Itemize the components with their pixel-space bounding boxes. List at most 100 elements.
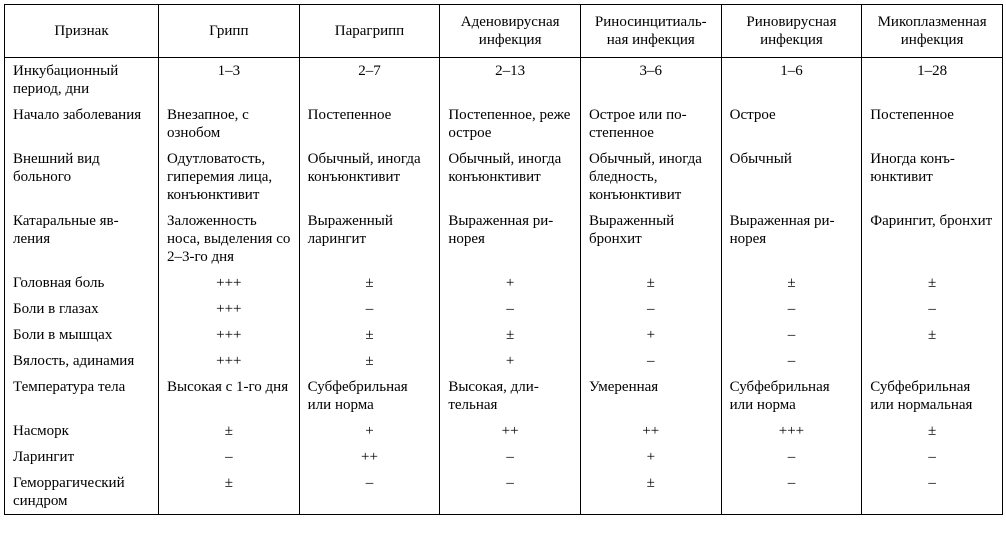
cell: 1–28 bbox=[862, 58, 1003, 103]
col-header: Микоплазменная инфекция bbox=[862, 5, 1003, 58]
cell: – bbox=[721, 444, 862, 470]
col-header: Риновирусная инфекция bbox=[721, 5, 862, 58]
cell: ± bbox=[299, 348, 440, 374]
cell: Постепенное, реже острое bbox=[440, 102, 581, 146]
cell: – bbox=[862, 296, 1003, 322]
cell: Обычный, ино­гда бледность, конъюнктивит bbox=[580, 146, 721, 208]
cell: – bbox=[299, 296, 440, 322]
cell: + bbox=[440, 270, 581, 296]
cell: – bbox=[440, 444, 581, 470]
col-header: Парагрипп bbox=[299, 5, 440, 58]
cell: 3–6 bbox=[580, 58, 721, 103]
cell: +++ bbox=[159, 270, 300, 296]
cell: – bbox=[721, 322, 862, 348]
cell: Одутловатость, гиперемия лица, конъюнкти… bbox=[159, 146, 300, 208]
cell: Постепенное bbox=[862, 102, 1003, 146]
col-header: Аденовирусная инфекция bbox=[440, 5, 581, 58]
row-label: Температура тела bbox=[5, 374, 159, 418]
table-row: Насморк±++++++++± bbox=[5, 418, 1003, 444]
cell: ± bbox=[862, 270, 1003, 296]
cell: Обычный bbox=[721, 146, 862, 208]
cell: Выраженный ларингит bbox=[299, 208, 440, 270]
cell: Обычный, ино­гда конъюнкти­вит bbox=[299, 146, 440, 208]
row-label: Начало заболе­вания bbox=[5, 102, 159, 146]
cell bbox=[862, 348, 1003, 374]
cell: – bbox=[721, 296, 862, 322]
cell: ± bbox=[299, 270, 440, 296]
row-label: Геморрагический синдром bbox=[5, 470, 159, 515]
cell: – bbox=[721, 348, 862, 374]
cell: 2–13 bbox=[440, 58, 581, 103]
row-label: Вялость, адина­мия bbox=[5, 348, 159, 374]
cell: Субфебрильная или норма bbox=[721, 374, 862, 418]
cell: ++ bbox=[299, 444, 440, 470]
cell: – bbox=[862, 444, 1003, 470]
col-header: Признак bbox=[5, 5, 159, 58]
cell: – bbox=[159, 444, 300, 470]
col-header: Риносинцитиаль­ная инфекция bbox=[580, 5, 721, 58]
cell: Высокая с 1-го дня bbox=[159, 374, 300, 418]
cell: Высокая, дли­тельная bbox=[440, 374, 581, 418]
cell: Субфебрильная или норма bbox=[299, 374, 440, 418]
cell: Заложенность носа, выделения со 2–3-го д… bbox=[159, 208, 300, 270]
cell: – bbox=[580, 296, 721, 322]
cell: Иногда конъ­юнктивит bbox=[862, 146, 1003, 208]
table-row: Температура телаВысокая с 1-го дняСубфеб… bbox=[5, 374, 1003, 418]
cell: ± bbox=[721, 270, 862, 296]
table-row: Внешний вид больногоОдутловатость, гипер… bbox=[5, 146, 1003, 208]
cell: Выраженная ри­норея bbox=[440, 208, 581, 270]
cell: ± bbox=[159, 470, 300, 515]
table-row: Боли в глазах+++––––– bbox=[5, 296, 1003, 322]
table-row: Ларингит–++–+–– bbox=[5, 444, 1003, 470]
row-label: Боли в мышцах bbox=[5, 322, 159, 348]
cell: 1–3 bbox=[159, 58, 300, 103]
table-header-row: Признак Грипп Парагрипп Аденовирусная ин… bbox=[5, 5, 1003, 58]
row-label: Внешний вид больного bbox=[5, 146, 159, 208]
table-row: Инкубационный период, дни1–32–72–133–61–… bbox=[5, 58, 1003, 103]
cell: ± bbox=[440, 322, 581, 348]
cell: ± bbox=[299, 322, 440, 348]
cell: ++ bbox=[580, 418, 721, 444]
cell: + bbox=[299, 418, 440, 444]
cell: ++ bbox=[440, 418, 581, 444]
table-row: Боли в мышцах+++±±+–± bbox=[5, 322, 1003, 348]
cell: ± bbox=[580, 270, 721, 296]
table-row: Вялость, адина­мия+++±+–– bbox=[5, 348, 1003, 374]
cell: Выраженная ри­норея bbox=[721, 208, 862, 270]
row-label: Головная боль bbox=[5, 270, 159, 296]
row-label: Ларингит bbox=[5, 444, 159, 470]
comparison-table: Признак Грипп Парагрипп Аденовирусная ин… bbox=[4, 4, 1003, 515]
cell: Выраженный бронхит bbox=[580, 208, 721, 270]
cell: Внезапное, с ознобом bbox=[159, 102, 300, 146]
cell: +++ bbox=[159, 348, 300, 374]
cell: – bbox=[862, 470, 1003, 515]
cell: + bbox=[580, 322, 721, 348]
cell: Обычный, ино­гда конъюнкти­вит bbox=[440, 146, 581, 208]
col-header: Грипп bbox=[159, 5, 300, 58]
cell: – bbox=[440, 296, 581, 322]
cell: + bbox=[580, 444, 721, 470]
row-label: Боли в глазах bbox=[5, 296, 159, 322]
table-row: Геморрагический синдром±––±–– bbox=[5, 470, 1003, 515]
cell: Фарингит, бронхит bbox=[862, 208, 1003, 270]
cell: – bbox=[299, 470, 440, 515]
cell: + bbox=[440, 348, 581, 374]
cell: Субфебрильная или нормальная bbox=[862, 374, 1003, 418]
cell: ± bbox=[862, 322, 1003, 348]
table-row: Начало заболе­ванияВнезапное, с ознобомП… bbox=[5, 102, 1003, 146]
cell: – bbox=[721, 470, 862, 515]
cell: +++ bbox=[159, 322, 300, 348]
row-label: Инкубационный период, дни bbox=[5, 58, 159, 103]
table-row: Головная боль+++±+±±± bbox=[5, 270, 1003, 296]
cell: – bbox=[580, 348, 721, 374]
cell: Постепенное bbox=[299, 102, 440, 146]
cell: +++ bbox=[159, 296, 300, 322]
cell: – bbox=[440, 470, 581, 515]
cell: 2–7 bbox=[299, 58, 440, 103]
cell: 1–6 bbox=[721, 58, 862, 103]
cell: ± bbox=[159, 418, 300, 444]
row-label: Катаральные яв­ления bbox=[5, 208, 159, 270]
cell: ± bbox=[862, 418, 1003, 444]
cell: Острое bbox=[721, 102, 862, 146]
cell: +++ bbox=[721, 418, 862, 444]
